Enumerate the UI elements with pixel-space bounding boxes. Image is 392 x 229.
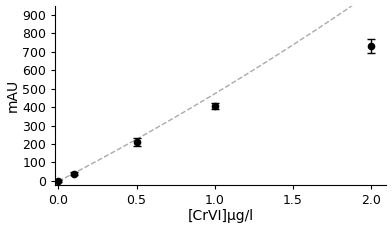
X-axis label: [CrVI]μg/l: [CrVI]μg/l	[188, 210, 254, 224]
Y-axis label: mAU: mAU	[5, 79, 20, 112]
